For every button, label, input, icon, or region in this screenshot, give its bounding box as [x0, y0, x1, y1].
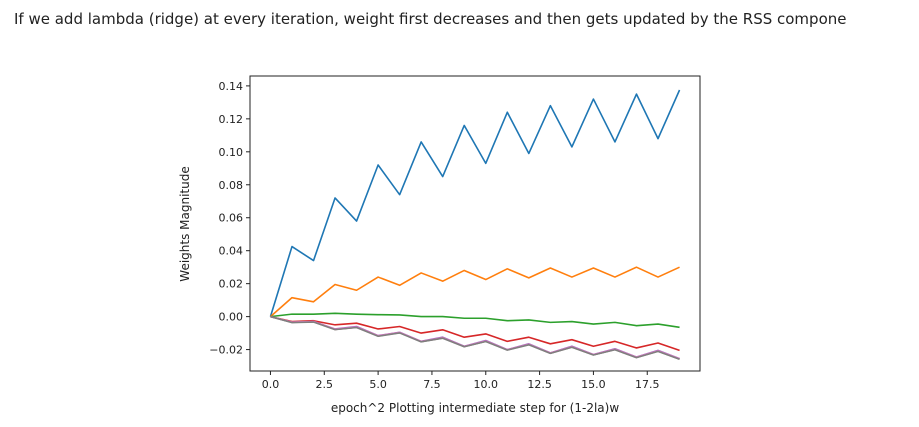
x-tick-label: 17.5: [635, 378, 660, 391]
x-tick-label: 5.0: [369, 378, 387, 391]
x-axis-label: epoch^2 Plotting intermediate step for (…: [331, 401, 620, 415]
y-tick-label: 0.02: [219, 278, 244, 291]
y-tick-label: 0.08: [219, 179, 244, 192]
y-tick-label: 0.12: [219, 113, 244, 126]
series-line-3: [270, 312, 680, 329]
series-line-2: [269, 266, 680, 318]
x-tick-label: 10.0: [474, 378, 499, 391]
x-tick-label: 0.0: [262, 378, 280, 391]
y-tick-label: 0.00: [219, 311, 244, 324]
series-line-4: [270, 315, 680, 352]
y-tick-label: 0.06: [219, 212, 244, 225]
x-tick-label: 15.0: [581, 378, 606, 391]
x-tick-label: 7.5: [423, 378, 441, 391]
series-line-8: [270, 315, 680, 361]
series-line-1: [269, 89, 681, 317]
x-axis: 0.0 2.5 5.0 7.5 10.0 12.5 15.0 17.5: [262, 371, 660, 391]
y-tick-label: 0.14: [219, 80, 244, 93]
y-axis-label: Weights Magnitude: [178, 166, 192, 281]
x-tick-label: 2.5: [316, 378, 334, 391]
x-tick-label: 12.5: [527, 378, 552, 391]
y-tick-label: 0.04: [219, 245, 244, 258]
plot-frame: [249, 75, 701, 372]
series-lines: [269, 89, 681, 361]
y-tick-label: 0.10: [219, 146, 244, 159]
y-tick-label: −0.02: [209, 344, 243, 357]
y-axis: −0.02 0.00 0.02 0.04 0.06 0.08 0.10 0.12 0.14: [209, 80, 250, 357]
figure-caption: If we add lambda (ridge) at every iterat…: [14, 10, 847, 28]
